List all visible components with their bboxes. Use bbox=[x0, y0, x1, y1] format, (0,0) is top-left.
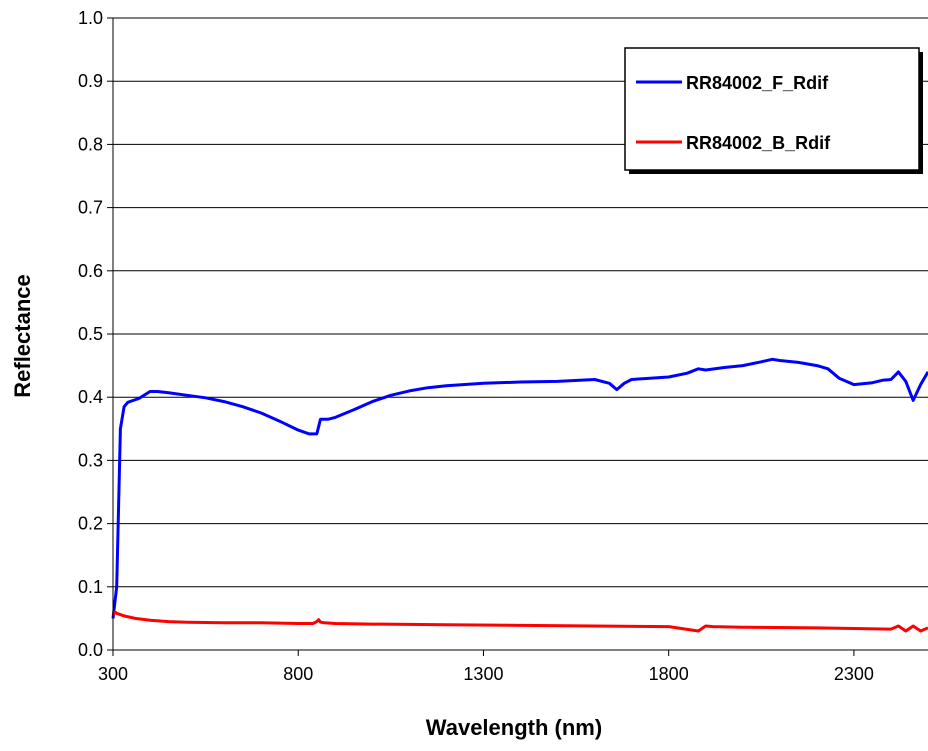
gridlines bbox=[113, 17, 928, 588]
x-tick-label: 300 bbox=[98, 664, 128, 684]
y-tick-label: 0.7 bbox=[78, 198, 103, 218]
x-axis-title: Wavelength (nm) bbox=[426, 715, 602, 740]
y-axis-ticks: 0.0 0.1 0.2 0.3 0.4 0.5 0.6 0.7 0.8 0.9 1.0 bbox=[78, 8, 113, 660]
x-tick-label: 800 bbox=[283, 664, 313, 684]
x-tick-label: 1800 bbox=[649, 664, 689, 684]
legend: RR84002_F_Rdif RR84002_B_Rdif bbox=[624, 47, 923, 174]
legend-box bbox=[624, 47, 920, 171]
x-tick-label: 1300 bbox=[463, 664, 503, 684]
y-tick-label: 0.1 bbox=[78, 577, 103, 597]
series-layer bbox=[111, 357, 928, 633]
y-tick-label: 0.8 bbox=[78, 134, 103, 154]
y-axis-title: Reflectance bbox=[10, 274, 35, 398]
series-line-b bbox=[111, 610, 928, 633]
x-axis-ticks: 300 800 1300 1800 2300 bbox=[98, 650, 874, 684]
y-tick-label: 1.0 bbox=[78, 8, 103, 28]
y-tick-label: 0.4 bbox=[78, 387, 103, 407]
x-tick-label: 2300 bbox=[834, 664, 874, 684]
series-line-f bbox=[111, 357, 928, 619]
legend-label-f: RR84002_F_Rdif bbox=[686, 73, 829, 93]
y-tick-label: 0.6 bbox=[78, 261, 103, 281]
y-tick-label: 0.0 bbox=[78, 640, 103, 660]
y-tick-label: 0.3 bbox=[78, 450, 103, 470]
y-tick-label: 0.9 bbox=[78, 71, 103, 91]
legend-label-b: RR84002_B_Rdif bbox=[686, 133, 831, 153]
y-tick-label: 0.2 bbox=[78, 514, 103, 534]
y-tick-label: 0.5 bbox=[78, 324, 103, 344]
